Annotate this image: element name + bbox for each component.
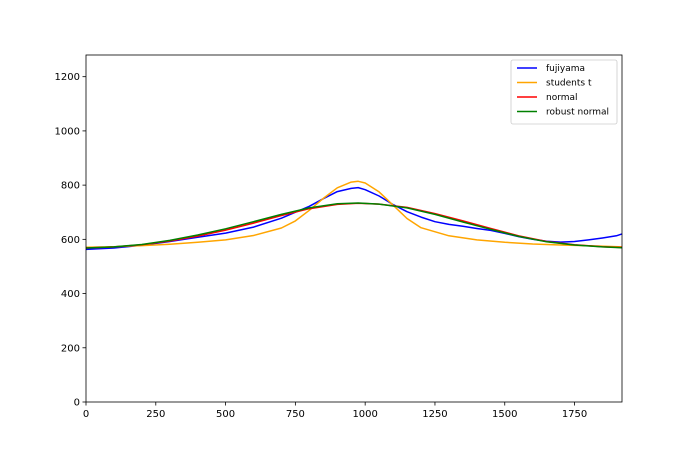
legend-label-fujiyama: fujiyama bbox=[546, 64, 585, 74]
legend-box bbox=[510, 59, 618, 125]
series-line-robust-normal bbox=[85, 202, 623, 249]
legend: fujiyama students t normal robust normal bbox=[510, 59, 618, 125]
y-tick-label: 1200 bbox=[55, 72, 80, 83]
x-tick-label: 1500 bbox=[492, 409, 517, 420]
x-tick-label: 1750 bbox=[562, 409, 587, 420]
x-tick-label: 1000 bbox=[352, 409, 377, 420]
y-tick-label: 1000 bbox=[55, 126, 80, 137]
plot-area: 0 250 500 750 1000 1250 1500 1750 0 200 400 600 800… bbox=[55, 54, 623, 420]
y-tick-label: 600 bbox=[61, 235, 80, 246]
series-line-students-t bbox=[85, 180, 623, 248]
legend-label-normal: normal bbox=[546, 93, 578, 103]
axes-frame bbox=[85, 54, 623, 403]
x-tick-label: 750 bbox=[286, 409, 305, 420]
series-line-fujiyama bbox=[85, 186, 623, 251]
x-tick-label: 1250 bbox=[422, 409, 447, 420]
series-layer bbox=[85, 180, 623, 251]
y-tick-label: 400 bbox=[61, 289, 80, 300]
y-axis-ticks: 0 200 400 600 800 1000 1200 bbox=[55, 72, 86, 409]
legend-label-students-t: students t bbox=[546, 79, 592, 89]
y-tick-label: 0 bbox=[74, 398, 80, 409]
y-tick-label: 800 bbox=[61, 181, 80, 192]
x-tick-label: 500 bbox=[216, 409, 235, 420]
x-axis-ticks: 0 250 500 750 1000 1250 1500 1750 bbox=[83, 402, 587, 420]
y-tick-label: 200 bbox=[61, 343, 80, 354]
x-tick-label: 250 bbox=[146, 409, 165, 420]
x-tick-label: 0 bbox=[83, 409, 89, 420]
legend-label-robust-normal: robust normal bbox=[546, 108, 609, 118]
